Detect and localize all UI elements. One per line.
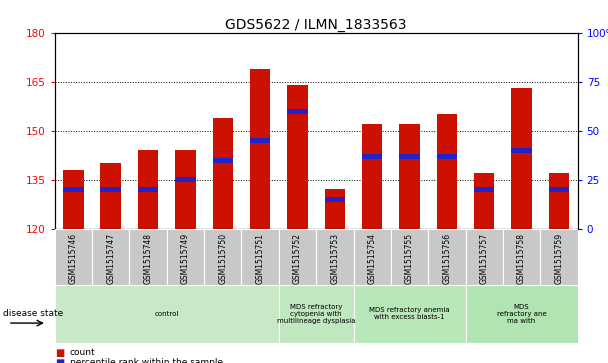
Bar [63,170,84,229]
Bar [55,285,279,343]
Text: count: count [70,348,95,357]
Bar [55,229,92,285]
Bar [399,154,420,159]
Text: MDS refractory
cytopenia with
multilineage dysplasia: MDS refractory cytopenia with multilinea… [277,304,356,324]
Text: GSM1515759: GSM1515759 [554,233,564,284]
Bar [175,150,196,229]
Bar [511,148,532,153]
Bar [466,285,578,343]
Text: GSM1515756: GSM1515756 [443,233,451,284]
Bar [474,173,494,229]
Bar [250,138,271,143]
Bar [428,229,466,285]
Bar [287,109,308,114]
Bar [213,118,233,229]
Bar [353,285,466,343]
Title: GDS5622 / ILMN_1833563: GDS5622 / ILMN_1833563 [226,18,407,32]
Bar [175,177,196,182]
Text: GSM1515754: GSM1515754 [368,233,377,284]
Text: GSM1515750: GSM1515750 [218,233,227,284]
Bar [548,173,569,229]
Text: ■: ■ [55,348,64,358]
Text: MDS
refractory ane
ma with: MDS refractory ane ma with [497,304,547,324]
Text: GSM1515751: GSM1515751 [255,233,264,284]
Bar [503,229,541,285]
Bar [541,229,578,285]
Bar [316,229,353,285]
Bar [287,85,308,229]
Bar [250,69,271,229]
Bar [100,163,121,229]
Text: GSM1515746: GSM1515746 [69,233,78,284]
Bar [138,187,158,192]
Text: disease state: disease state [3,310,63,318]
Bar [362,124,382,229]
Bar [204,229,241,285]
Bar [63,187,84,192]
Text: percentile rank within the sample: percentile rank within the sample [70,358,223,363]
Text: GSM1515753: GSM1515753 [330,233,339,284]
Bar [138,150,158,229]
Bar [92,229,130,285]
Bar [130,229,167,285]
Bar [167,229,204,285]
Bar [548,187,569,192]
Bar [391,229,428,285]
Bar [100,187,121,192]
Bar [213,158,233,163]
Bar [279,285,353,343]
Bar [325,189,345,229]
Text: MDS refractory anemia
with excess blasts-1: MDS refractory anemia with excess blasts… [369,307,450,321]
Bar [241,229,279,285]
Bar [437,154,457,159]
Text: ■: ■ [55,358,64,363]
Text: GSM1515752: GSM1515752 [293,233,302,284]
Bar [279,229,316,285]
Text: GSM1515755: GSM1515755 [405,233,414,284]
Text: control: control [154,311,179,317]
Bar [362,154,382,159]
Bar [399,124,420,229]
Text: GSM1515747: GSM1515747 [106,233,116,284]
Bar [466,229,503,285]
Bar [437,114,457,229]
Bar [474,187,494,192]
Text: GSM1515749: GSM1515749 [181,233,190,284]
Bar [325,197,345,202]
Text: GSM1515748: GSM1515748 [143,233,153,284]
Text: GSM1515757: GSM1515757 [480,233,489,284]
Bar [353,229,391,285]
Text: GSM1515758: GSM1515758 [517,233,526,284]
Bar [511,88,532,229]
